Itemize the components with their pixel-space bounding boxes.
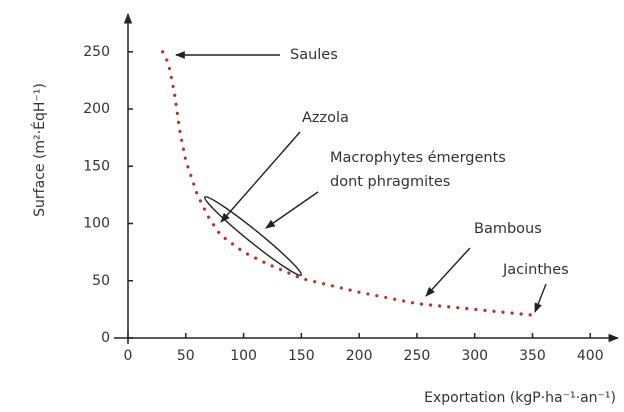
y-tick-label: 50 [92, 273, 110, 289]
arrow [534, 283, 547, 313]
annotation: dont phragmites [330, 174, 450, 190]
x-tick-label: 250 [404, 348, 431, 364]
y-tick-label: 200 [83, 101, 110, 117]
x-tick-label: 300 [461, 348, 488, 364]
y-tick-label: 250 [83, 44, 110, 60]
x-tick-label: 350 [519, 348, 546, 364]
arrow [220, 131, 301, 223]
axes: 0 50 100 150 200 250 300 350 400 0 50 100 150 200 250 [83, 12, 620, 364]
x-tick-label: 150 [288, 348, 315, 364]
annotation: Azzola [302, 110, 349, 126]
annotation: Bambous [474, 221, 542, 237]
x-tick-label: 100 [230, 348, 257, 364]
region-outline [203, 196, 303, 276]
arrow [425, 247, 471, 297]
arrow [265, 191, 319, 229]
x-tick-label: 0 [124, 348, 133, 364]
annotation: Saules [290, 47, 338, 63]
x-tick-label: 50 [177, 348, 195, 364]
y-tick-label: 0 [101, 330, 110, 346]
x-tick-label: 200 [346, 348, 373, 364]
y-tick-label: 150 [83, 158, 110, 174]
x-tick-label: 400 [577, 348, 604, 364]
data-line [161, 50, 535, 317]
x-axis-label: Exportation (kgP·ha⁻¹·an⁻¹) [424, 390, 616, 406]
y-tick-label: 100 [83, 216, 110, 232]
y-axis-label: Surface (m²·ÉqH⁻¹) [31, 83, 48, 217]
annotation: Jacinthes [502, 262, 569, 278]
annotation: Macrophytes émergents [330, 150, 506, 166]
